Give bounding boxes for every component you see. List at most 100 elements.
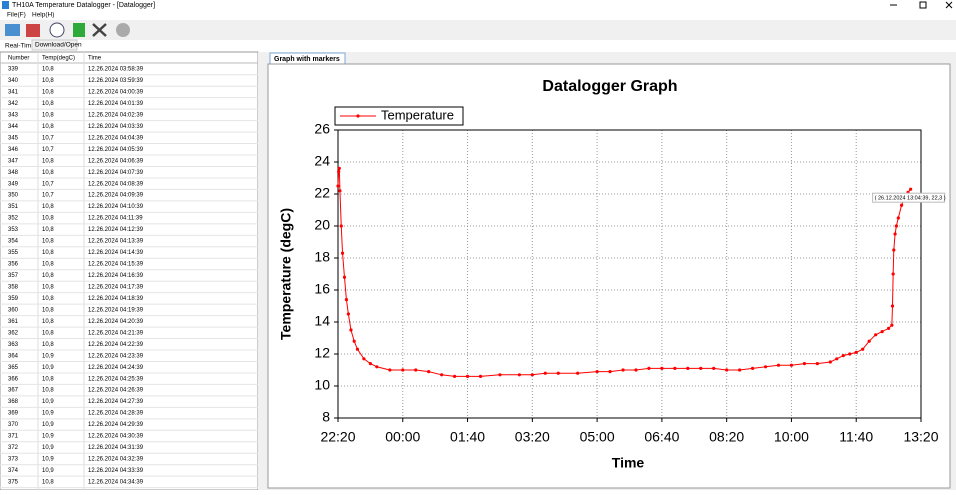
title-bar bbox=[0, 0, 956, 10]
cell: 10,8 bbox=[42, 250, 54, 256]
cell: 12.26.2024 04:16:39 bbox=[88, 273, 144, 279]
cell: 12.26.2024 03:58:39 bbox=[88, 67, 144, 73]
cell: 360 bbox=[8, 307, 19, 313]
cell: 12.26.2024 04:24:39 bbox=[88, 365, 144, 371]
tab[interactable]: Download/Open bbox=[35, 42, 82, 49]
cell: 350 bbox=[8, 193, 19, 199]
cell: 342 bbox=[8, 101, 19, 107]
cell: 351 bbox=[8, 204, 19, 210]
cell: 369 bbox=[8, 411, 19, 417]
data-point bbox=[576, 371, 580, 375]
cell: 356 bbox=[8, 262, 19, 268]
cell: 10,8 bbox=[42, 239, 54, 245]
cell: 10,9 bbox=[42, 422, 54, 428]
cell: 10,8 bbox=[42, 78, 54, 84]
data-point bbox=[352, 339, 356, 343]
cell: 10,8 bbox=[42, 90, 54, 96]
cell: 363 bbox=[8, 342, 19, 348]
cell: 374 bbox=[8, 468, 19, 474]
cell: 10,9 bbox=[42, 411, 54, 417]
data-point bbox=[453, 374, 457, 378]
splitter[interactable] bbox=[258, 52, 266, 490]
data-point bbox=[848, 352, 852, 356]
data-point bbox=[887, 326, 891, 330]
toolbar bbox=[0, 20, 956, 40]
data-point bbox=[375, 365, 379, 369]
cell: 371 bbox=[8, 434, 19, 440]
device-button[interactable] bbox=[116, 23, 130, 37]
menu-item[interactable]: Help(H) bbox=[32, 12, 54, 19]
cell: 12.26.2024 04:27:39 bbox=[88, 399, 144, 405]
maximize-button[interactable] bbox=[919, 1, 927, 9]
cell: 12.26.2024 04:08:39 bbox=[88, 181, 144, 187]
cell: 12.26.2024 04:09:39 bbox=[88, 193, 144, 199]
cell: 10,8 bbox=[42, 124, 54, 130]
cell: 347 bbox=[8, 158, 19, 164]
clock-button[interactable] bbox=[49, 22, 65, 38]
cell: 343 bbox=[8, 112, 19, 118]
cell: 10,8 bbox=[42, 479, 54, 485]
cell: 344 bbox=[8, 124, 19, 130]
cell: 10,9 bbox=[42, 457, 54, 463]
data-point bbox=[337, 166, 341, 170]
data-point bbox=[874, 333, 878, 337]
x-tick-label: 03:20 bbox=[515, 429, 550, 445]
graph-tab-label[interactable]: Graph with markers bbox=[274, 56, 340, 63]
cell: 12.26.2024 04:18:39 bbox=[88, 296, 144, 302]
data-point bbox=[634, 368, 638, 372]
data-point bbox=[498, 373, 502, 377]
cell: 12.26.2024 04:20:39 bbox=[88, 319, 144, 325]
cell: 10,9 bbox=[42, 365, 54, 371]
cell: 10,8 bbox=[42, 342, 54, 348]
open-button[interactable] bbox=[5, 24, 20, 36]
data-point bbox=[861, 347, 865, 351]
cell: 345 bbox=[8, 135, 19, 141]
chart-title: Datalogger Graph bbox=[542, 78, 677, 95]
data-point bbox=[893, 232, 897, 236]
data-point bbox=[776, 363, 781, 367]
cell: 12.26.2024 04:11:39 bbox=[88, 216, 143, 222]
cell: 358 bbox=[8, 285, 19, 291]
x-tick-label: 11:40 bbox=[839, 429, 873, 445]
y-tick-label: 26 bbox=[314, 121, 330, 137]
y-axis-label: Temperature (degC) bbox=[278, 208, 294, 340]
column-header: Number bbox=[8, 56, 29, 62]
cell: 12.26.2024 04:17:39 bbox=[88, 285, 144, 291]
data-point bbox=[401, 368, 405, 372]
data-point bbox=[414, 368, 418, 372]
data-point bbox=[673, 366, 677, 370]
data-point bbox=[815, 362, 819, 366]
cell: 12.26.2024 04:04:39 bbox=[88, 135, 144, 141]
data-point bbox=[891, 272, 895, 276]
y-tick-label: 14 bbox=[314, 313, 330, 329]
cell: 12.26.2024 04:19:39 bbox=[88, 307, 144, 313]
cell: 10,8 bbox=[42, 204, 54, 210]
menu-item[interactable]: File(F) bbox=[7, 12, 26, 19]
x-axis-label: Time bbox=[612, 455, 645, 471]
data-point bbox=[342, 275, 347, 279]
data-point bbox=[725, 368, 729, 372]
y-tick-label: 8 bbox=[322, 409, 330, 425]
data-point bbox=[854, 350, 858, 354]
download-button[interactable] bbox=[73, 23, 85, 37]
tab-active[interactable] bbox=[31, 39, 78, 51]
settings-button[interactable] bbox=[92, 23, 107, 37]
save-button[interactable] bbox=[26, 24, 40, 37]
data-point bbox=[543, 371, 547, 375]
cell: 372 bbox=[8, 445, 19, 451]
y-tick-label: 20 bbox=[314, 217, 330, 233]
tooltip bbox=[872, 192, 946, 203]
cell: 12.26.2024 04:07:39 bbox=[88, 170, 144, 176]
cell: 12.26.2024 04:13:39 bbox=[88, 239, 144, 245]
data-point bbox=[828, 360, 832, 364]
cell: 10,9 bbox=[42, 399, 54, 405]
data-point bbox=[349, 328, 353, 332]
cell: 12.26.2024 04:33:39 bbox=[88, 468, 144, 474]
data-point bbox=[346, 312, 350, 316]
cell: 364 bbox=[8, 353, 19, 359]
tab[interactable]: Real-Time bbox=[5, 43, 35, 50]
data-point bbox=[660, 366, 664, 370]
cell: 339 bbox=[8, 67, 19, 73]
cell: 10,9 bbox=[42, 445, 54, 451]
close-button[interactable] bbox=[945, 1, 953, 9]
